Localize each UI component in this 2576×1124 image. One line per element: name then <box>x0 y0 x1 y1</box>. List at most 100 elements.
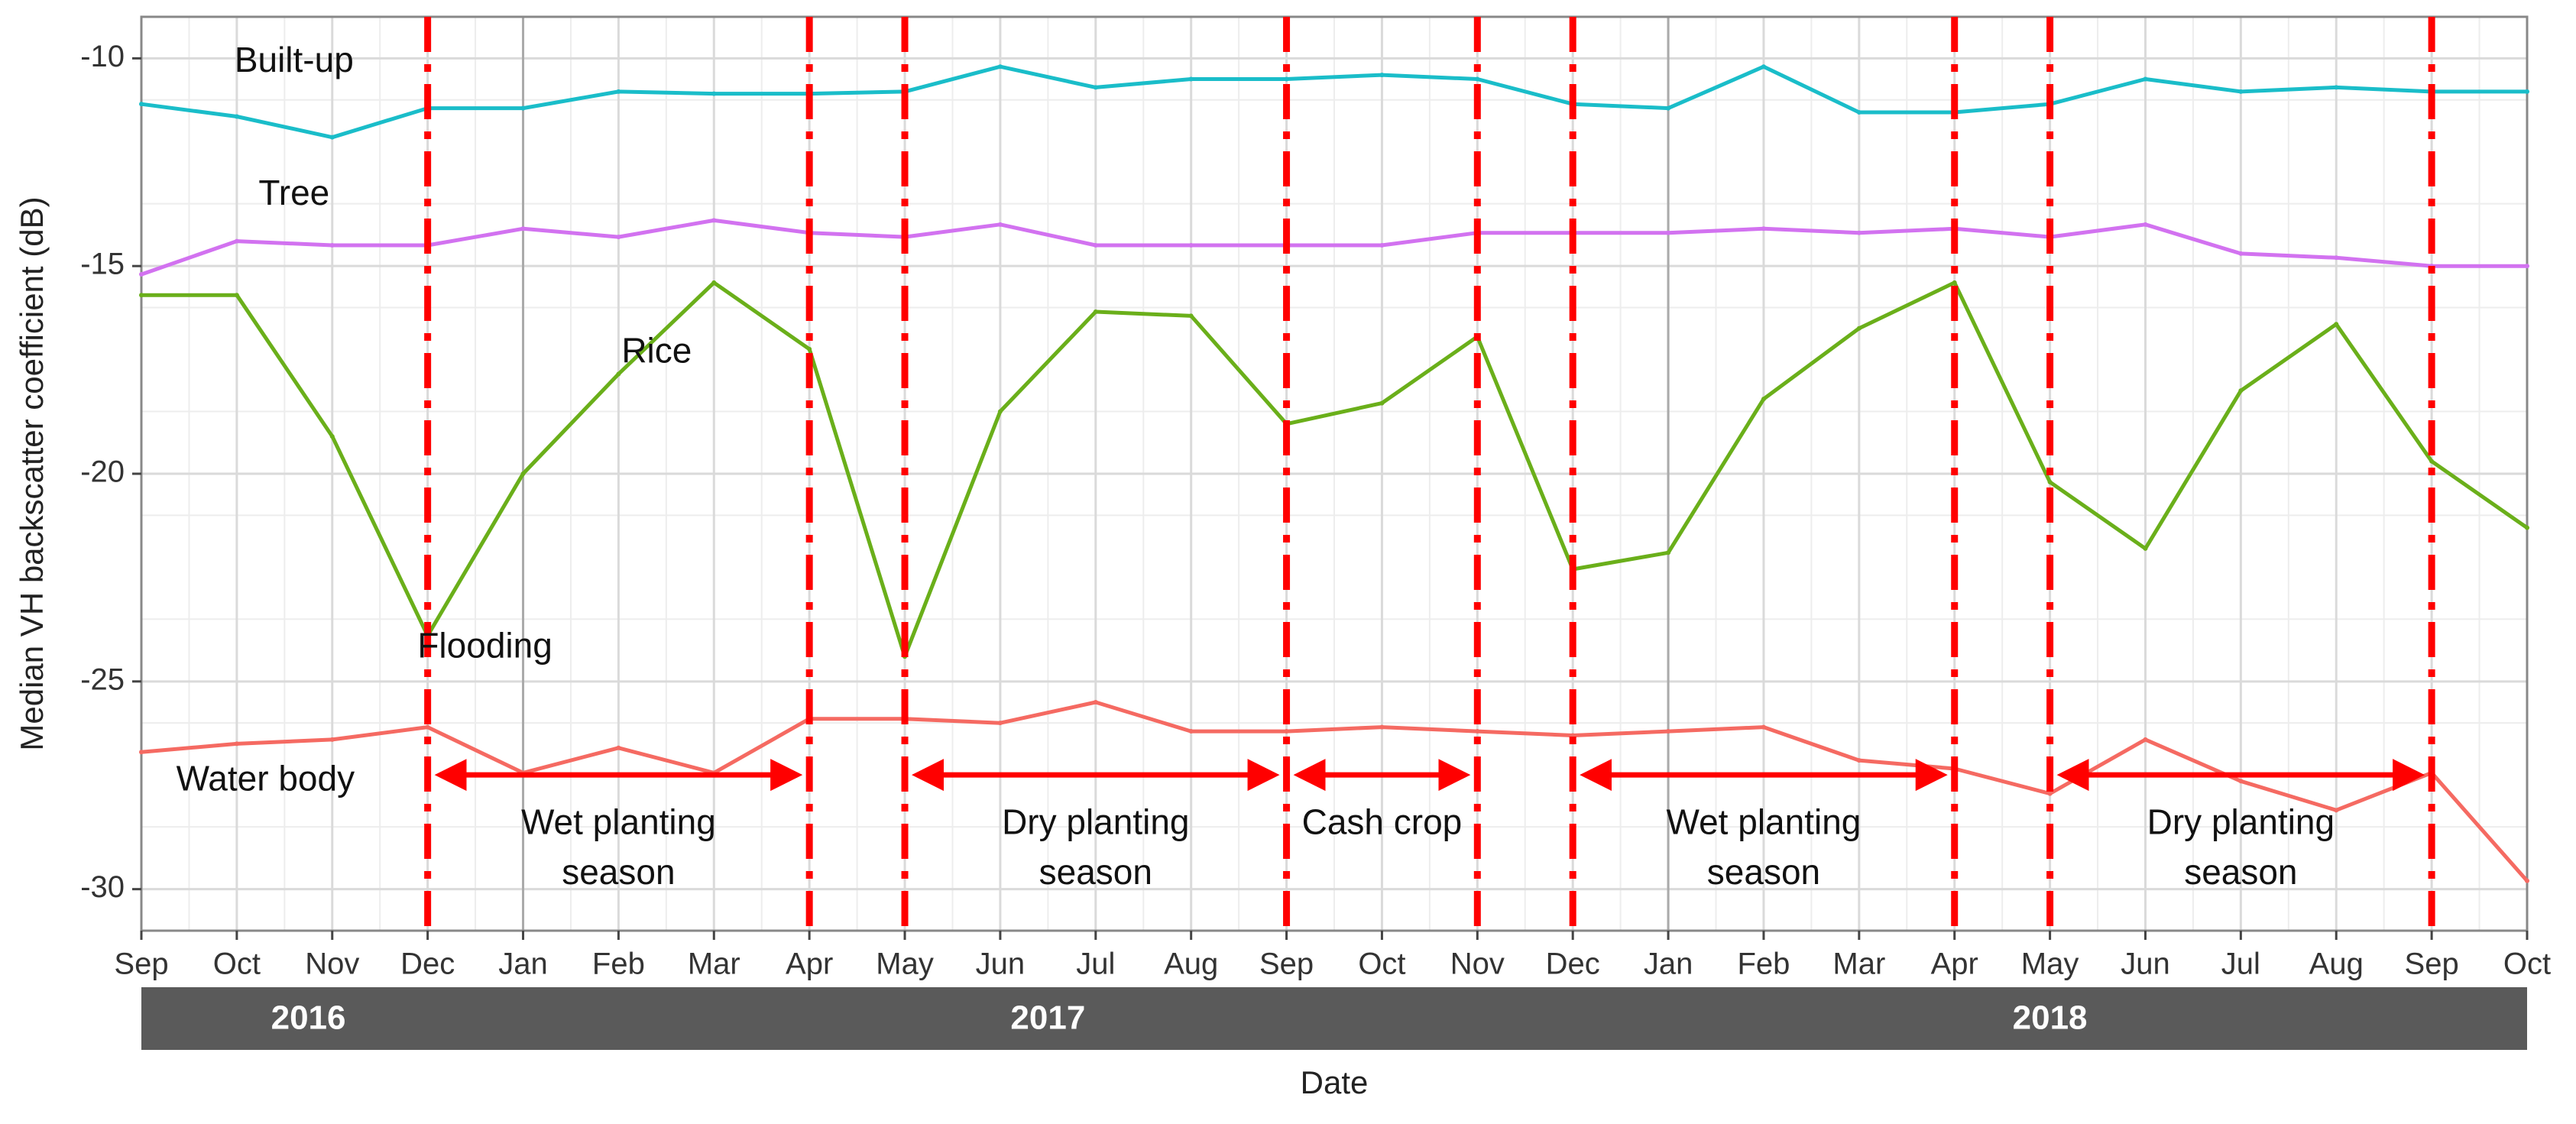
season-label: Wet planting <box>521 802 716 842</box>
data-point-water-body <box>2143 737 2148 742</box>
data-point-water-body <box>2047 791 2053 796</box>
data-point-rice <box>1952 280 1957 285</box>
season-label-line2: season <box>1707 852 1820 892</box>
data-point-rice <box>2525 525 2529 530</box>
series-label: Built-up <box>235 40 354 79</box>
data-point-water-body <box>234 741 239 747</box>
data-point-rice <box>807 346 812 351</box>
year-band <box>141 987 2527 1050</box>
data-point-water-body <box>2238 779 2244 784</box>
x-tick-label: Oct <box>2503 947 2551 981</box>
data-point-built-up <box>329 134 335 140</box>
x-tick-label: Jun <box>976 947 1026 981</box>
data-point-built-up <box>1093 85 1098 90</box>
x-tick-label: Oct <box>1358 947 1405 981</box>
data-point-water-body <box>139 750 144 755</box>
x-tick-label: Jan <box>498 947 548 981</box>
data-point-water-body <box>1093 700 1098 705</box>
data-point-tree <box>139 272 144 277</box>
data-point-built-up <box>616 89 621 94</box>
data-point-rice <box>1666 550 1671 556</box>
data-point-built-up <box>520 105 526 111</box>
series-label: Flooding <box>417 625 552 665</box>
data-point-rice <box>520 471 526 476</box>
data-point-built-up <box>1284 76 1289 82</box>
season-label: Dry planting <box>1002 802 1189 842</box>
data-point-water-body <box>1284 729 1289 734</box>
x-tick-label: Mar <box>688 947 740 981</box>
data-point-tree <box>1379 243 1385 248</box>
data-point-built-up <box>2238 89 2244 94</box>
x-tick-label: Jul <box>2221 947 2260 981</box>
x-tick-label: May <box>876 947 934 981</box>
x-tick-label: Jul <box>1076 947 1115 981</box>
season-label-line2: season <box>2184 852 2297 892</box>
y-tick-label: -25 <box>80 662 125 696</box>
data-point-tree <box>2238 251 2244 256</box>
data-point-tree <box>711 218 717 223</box>
y-tick-label: -15 <box>80 248 125 281</box>
data-point-built-up <box>1761 64 1766 70</box>
data-point-water-body <box>2334 808 2339 813</box>
series-label: Tree <box>258 173 329 212</box>
data-point-tree <box>997 222 1003 227</box>
data-point-water-body <box>1666 729 1671 734</box>
data-point-tree <box>2143 222 2148 227</box>
y-tick-label: -30 <box>80 870 125 904</box>
data-point-built-up <box>1856 110 1862 115</box>
season-label-line2: season <box>562 852 675 892</box>
data-point-tree <box>520 226 526 232</box>
y-axis-title: Median VH backscatter coefficient (dB) <box>14 196 50 750</box>
data-point-tree <box>234 238 239 244</box>
data-point-built-up <box>2143 76 2148 82</box>
data-point-built-up <box>1666 105 1671 111</box>
data-point-tree <box>616 235 621 240</box>
data-point-rice <box>2334 322 2339 327</box>
season-label-line2: season <box>1039 852 1152 892</box>
x-tick-label: Mar <box>1832 947 1885 981</box>
data-point-built-up <box>711 91 717 96</box>
data-point-rice <box>1093 309 1098 314</box>
data-point-rice <box>2238 388 2244 394</box>
data-point-rice <box>329 434 335 439</box>
data-point-tree <box>1093 243 1098 248</box>
x-tick-label: May <box>2021 947 2079 981</box>
data-point-water-body <box>2525 878 2529 883</box>
data-point-water-body <box>329 737 335 742</box>
data-point-rice <box>1188 313 1194 319</box>
data-point-tree <box>2334 255 2339 261</box>
data-point-tree <box>329 243 335 248</box>
x-tick-label: Feb <box>592 947 645 981</box>
data-point-rice <box>616 371 621 377</box>
year-label: 2017 <box>1010 999 1085 1037</box>
data-point-water-body <box>1761 724 1766 730</box>
x-tick-label: Apr <box>1931 947 1978 981</box>
data-point-built-up <box>997 64 1003 70</box>
x-tick-label: Jan <box>1644 947 1693 981</box>
x-tick-label: Nov <box>1450 947 1505 981</box>
series-label: Rice <box>621 331 692 371</box>
data-point-rice <box>1379 400 1385 406</box>
data-point-built-up <box>1379 73 1385 78</box>
x-tick-label: Apr <box>786 947 833 981</box>
season-label: Dry planting <box>2147 802 2335 842</box>
x-tick-label: Aug <box>1164 947 1218 981</box>
season-label: Cash crop <box>1302 802 1463 842</box>
data-point-rice <box>139 293 144 298</box>
data-point-built-up <box>234 114 239 119</box>
data-point-built-up <box>1475 76 1480 82</box>
data-point-rice <box>234 293 239 298</box>
x-tick-label: Jun <box>2121 947 2170 981</box>
x-tick-label: Sep <box>1259 947 1314 981</box>
x-tick-label: Oct <box>213 947 261 981</box>
x-tick-label: Dec <box>400 947 455 981</box>
series-line-rice <box>141 280 2529 659</box>
data-point-built-up <box>2525 89 2529 94</box>
data-point-water-body <box>425 724 430 730</box>
data-point-built-up <box>1188 76 1194 82</box>
data-point-rice <box>1761 397 1766 402</box>
data-point-tree <box>1761 226 1766 232</box>
y-tick-label: -10 <box>80 40 125 73</box>
y-tick-label: -20 <box>80 455 125 489</box>
